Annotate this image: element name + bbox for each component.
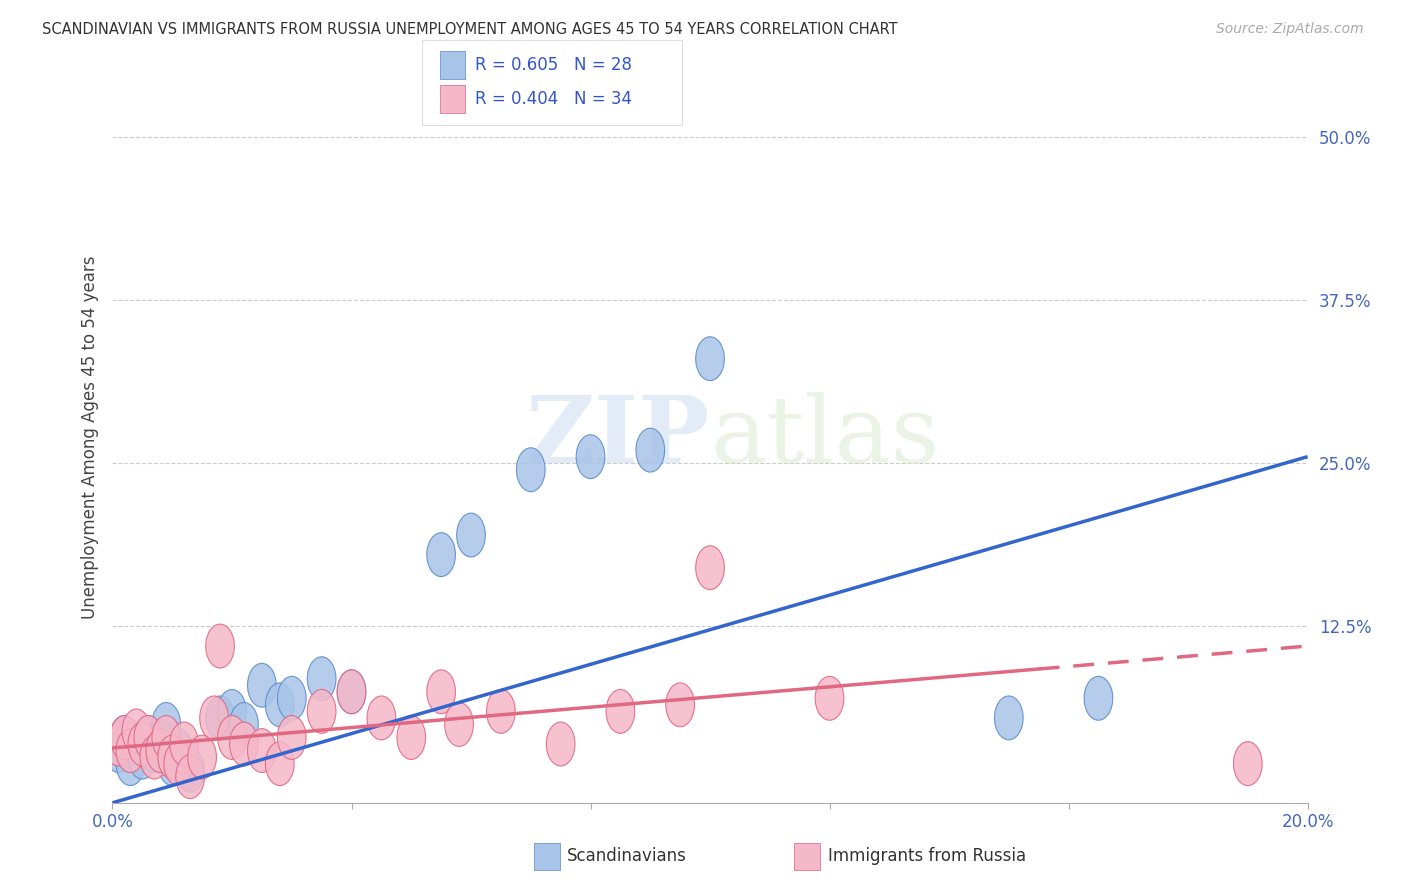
Ellipse shape: [205, 696, 235, 739]
Ellipse shape: [247, 729, 276, 772]
Ellipse shape: [229, 723, 259, 766]
Text: Scandinavians: Scandinavians: [567, 847, 686, 865]
Ellipse shape: [117, 729, 145, 772]
Ellipse shape: [427, 670, 456, 714]
Ellipse shape: [696, 546, 724, 590]
Ellipse shape: [994, 696, 1024, 739]
Ellipse shape: [170, 723, 198, 766]
Ellipse shape: [266, 741, 294, 786]
Ellipse shape: [104, 723, 132, 766]
Ellipse shape: [427, 533, 456, 576]
Ellipse shape: [666, 683, 695, 727]
Ellipse shape: [266, 683, 294, 727]
Ellipse shape: [117, 741, 145, 786]
Ellipse shape: [547, 723, 575, 766]
Ellipse shape: [157, 741, 187, 786]
Ellipse shape: [188, 735, 217, 779]
Ellipse shape: [165, 741, 193, 786]
Text: Source: ZipAtlas.com: Source: ZipAtlas.com: [1216, 22, 1364, 37]
Ellipse shape: [457, 513, 485, 557]
Ellipse shape: [176, 755, 204, 798]
Ellipse shape: [134, 715, 163, 759]
Ellipse shape: [396, 715, 426, 759]
Text: R = 0.605   N = 28: R = 0.605 N = 28: [475, 56, 633, 74]
Ellipse shape: [576, 434, 605, 479]
Ellipse shape: [337, 670, 366, 714]
Ellipse shape: [110, 715, 139, 759]
Ellipse shape: [337, 670, 366, 714]
Ellipse shape: [141, 729, 169, 772]
Ellipse shape: [367, 696, 395, 739]
Ellipse shape: [134, 715, 163, 759]
Ellipse shape: [110, 715, 139, 759]
Ellipse shape: [128, 723, 156, 766]
Ellipse shape: [200, 696, 228, 739]
Y-axis label: Unemployment Among Ages 45 to 54 years: Unemployment Among Ages 45 to 54 years: [80, 255, 98, 619]
Ellipse shape: [218, 715, 246, 759]
Ellipse shape: [122, 709, 150, 753]
Ellipse shape: [218, 690, 246, 733]
Text: atlas: atlas: [710, 392, 939, 482]
Ellipse shape: [176, 748, 204, 792]
Ellipse shape: [122, 723, 150, 766]
Ellipse shape: [815, 676, 844, 720]
Ellipse shape: [157, 735, 187, 779]
Ellipse shape: [486, 690, 515, 733]
Ellipse shape: [516, 448, 546, 491]
Ellipse shape: [141, 735, 169, 779]
Ellipse shape: [696, 337, 724, 381]
Ellipse shape: [104, 729, 132, 772]
Text: Immigrants from Russia: Immigrants from Russia: [828, 847, 1026, 865]
Ellipse shape: [308, 657, 336, 700]
Ellipse shape: [146, 723, 174, 766]
Ellipse shape: [606, 690, 634, 733]
Ellipse shape: [247, 664, 276, 707]
Text: ZIP: ZIP: [526, 392, 710, 482]
Ellipse shape: [277, 676, 307, 720]
Ellipse shape: [636, 428, 665, 472]
Ellipse shape: [444, 703, 474, 747]
Ellipse shape: [152, 703, 180, 747]
Ellipse shape: [146, 729, 174, 772]
Ellipse shape: [229, 703, 259, 747]
Ellipse shape: [128, 735, 156, 779]
Ellipse shape: [205, 624, 235, 668]
Ellipse shape: [1084, 676, 1112, 720]
Ellipse shape: [1233, 741, 1263, 786]
Ellipse shape: [308, 690, 336, 733]
Ellipse shape: [165, 729, 193, 772]
Text: R = 0.404   N = 34: R = 0.404 N = 34: [475, 90, 633, 108]
Ellipse shape: [152, 715, 180, 759]
Text: SCANDINAVIAN VS IMMIGRANTS FROM RUSSIA UNEMPLOYMENT AMONG AGES 45 TO 54 YEARS CO: SCANDINAVIAN VS IMMIGRANTS FROM RUSSIA U…: [42, 22, 898, 37]
Ellipse shape: [277, 715, 307, 759]
